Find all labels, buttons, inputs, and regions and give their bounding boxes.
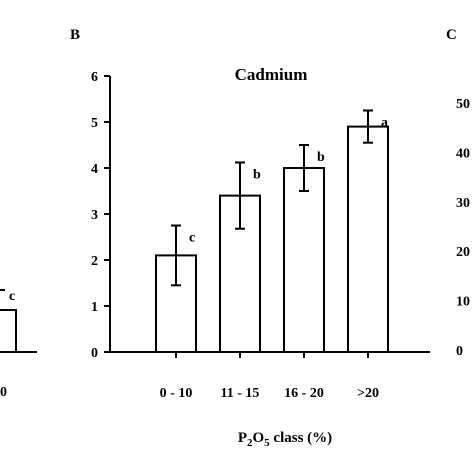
y-tick-label: 6 bbox=[91, 70, 98, 85]
significance-letter: b bbox=[317, 150, 325, 165]
panel-b: B Cadmium 0 1 2 3 4 5 6 c 0 - 10 b 11 - 15 b 16 - 2… bbox=[70, 27, 430, 449]
left-panel-x-tick-label: 0 bbox=[0, 385, 7, 400]
bars: c 0 - 10 b 11 - 15 b 16 - 20 a >20 bbox=[155, 109, 389, 401]
y-tick-label: 2 bbox=[91, 254, 98, 269]
left-panel-significance-letter: c bbox=[9, 289, 15, 304]
left-panel-bar bbox=[0, 309, 17, 353]
right-panel-fragment: C 50 40 30 20 10 0 bbox=[446, 27, 470, 359]
x-tick-label: 16 - 20 bbox=[284, 386, 324, 401]
bar bbox=[347, 125, 389, 353]
right-panel-y-tick-label: 10 bbox=[456, 295, 470, 310]
y-tick-label: 4 bbox=[91, 162, 98, 177]
y-tick-label: 3 bbox=[91, 208, 98, 223]
y-tick-label: 5 bbox=[91, 116, 98, 131]
right-panel-y-tick-label: 50 bbox=[456, 97, 470, 112]
panel-b-label: B bbox=[70, 27, 80, 43]
right-panel-y-tick-label: 30 bbox=[456, 196, 470, 211]
chart-title: Cadmium bbox=[235, 65, 308, 84]
right-panel-y-tick-label: 0 bbox=[456, 344, 463, 359]
right-panel-y-tick-label: 40 bbox=[456, 146, 470, 161]
panel-c-label: C bbox=[446, 27, 457, 43]
right-panel-y-tick-label: 20 bbox=[456, 245, 470, 260]
y-tick-label: 1 bbox=[91, 300, 98, 315]
right-panel-y-ticks: 50 40 30 20 10 0 bbox=[456, 97, 470, 359]
y-tick-label: 0 bbox=[91, 346, 98, 361]
significance-letter: a bbox=[381, 116, 388, 131]
bar bbox=[283, 167, 325, 353]
significance-letter: c bbox=[189, 231, 195, 246]
x-axis-label: P2O5 class (%) bbox=[238, 430, 332, 449]
x-tick-label: >20 bbox=[357, 386, 379, 401]
significance-letter: b bbox=[253, 167, 261, 182]
x-tick-label: 11 - 15 bbox=[221, 386, 260, 401]
left-panel-fragment: c 0 bbox=[0, 289, 37, 400]
x-tick-label: 0 - 10 bbox=[160, 386, 193, 401]
y-axis-ticks: 0 1 2 3 4 5 6 bbox=[91, 70, 110, 361]
